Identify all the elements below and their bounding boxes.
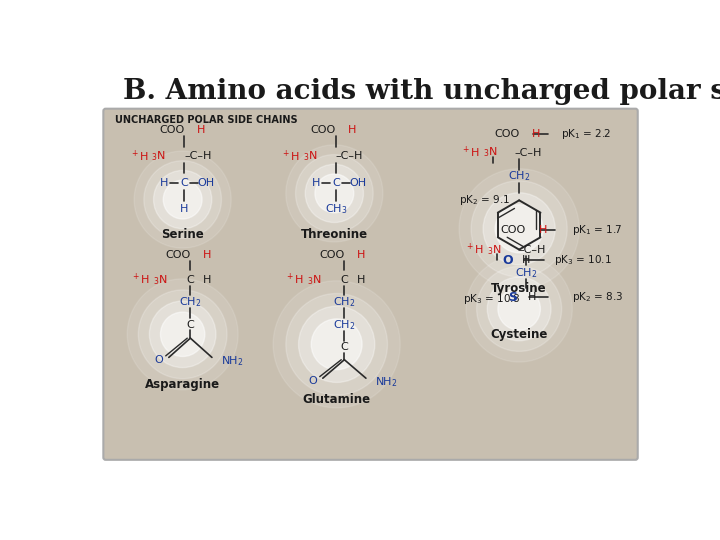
Text: H: H (180, 204, 189, 214)
Text: Tyrosine: Tyrosine (491, 281, 547, 295)
Circle shape (487, 277, 551, 341)
Text: COO: COO (501, 225, 526, 234)
Text: H: H (356, 250, 365, 260)
Text: CH$_2$: CH$_2$ (179, 295, 202, 309)
Circle shape (149, 301, 216, 368)
Text: H: H (197, 125, 205, 135)
Circle shape (127, 279, 238, 390)
Circle shape (498, 288, 541, 330)
Text: C: C (186, 275, 194, 285)
Text: $_3$N: $_3$N (303, 150, 318, 163)
Text: $^+$H: $^+$H (130, 149, 149, 164)
Text: H: H (312, 178, 320, 187)
Circle shape (134, 151, 231, 248)
Circle shape (459, 168, 579, 289)
Circle shape (315, 174, 354, 213)
Circle shape (471, 181, 567, 277)
Text: O: O (154, 355, 163, 365)
Text: $^+$H: $^+$H (285, 272, 305, 287)
Circle shape (295, 154, 373, 232)
Circle shape (299, 306, 375, 382)
Text: C: C (341, 275, 348, 285)
Text: C: C (180, 178, 188, 187)
Text: H: H (539, 225, 546, 234)
Text: $_3$N: $_3$N (487, 242, 501, 256)
Text: C: C (186, 320, 194, 330)
Text: COO: COO (165, 250, 190, 260)
Text: $^+$H: $^+$H (131, 272, 150, 287)
Text: H: H (160, 178, 168, 187)
Text: COO: COO (494, 129, 519, 139)
Text: OH: OH (197, 178, 215, 187)
Text: –C–H: –C–H (184, 151, 212, 161)
Text: B. Amino acids with uncharged polar side chains: B. Amino acids with uncharged polar side… (122, 78, 720, 105)
Circle shape (477, 266, 562, 352)
Text: C: C (332, 178, 340, 187)
Circle shape (286, 294, 387, 395)
Text: $_3$N: $_3$N (153, 273, 167, 287)
Circle shape (286, 145, 383, 242)
Text: Serine: Serine (161, 228, 204, 241)
Text: COO: COO (310, 125, 336, 135)
Text: $_3$N: $_3$N (483, 146, 498, 159)
Text: Glutamine: Glutamine (302, 393, 371, 406)
Text: pK$_1$ = 2.2: pK$_1$ = 2.2 (561, 127, 611, 141)
Circle shape (153, 171, 212, 228)
Text: NH$_2$: NH$_2$ (221, 354, 243, 368)
Circle shape (144, 161, 222, 238)
Text: H: H (522, 255, 531, 265)
Text: pK$_3$ = 10.8: pK$_3$ = 10.8 (463, 292, 521, 306)
Text: pK$_2$ = 8.3: pK$_2$ = 8.3 (572, 291, 623, 305)
Text: pK$_3$ = 10.1: pK$_3$ = 10.1 (554, 253, 611, 267)
Circle shape (311, 319, 362, 370)
Text: H: H (357, 275, 366, 285)
Text: COO: COO (159, 125, 184, 135)
Circle shape (273, 281, 400, 408)
Text: O: O (503, 254, 513, 267)
Text: O: O (308, 375, 317, 386)
Text: H: H (348, 125, 356, 135)
Text: CH$_2$: CH$_2$ (333, 318, 356, 332)
Text: C: C (341, 342, 348, 353)
Text: $_3$N: $_3$N (307, 273, 321, 287)
Text: –C–H: –C–H (336, 151, 364, 161)
Text: CH$_2$: CH$_2$ (508, 170, 531, 184)
Circle shape (138, 290, 227, 379)
Circle shape (163, 180, 202, 219)
Text: pK$_1$ = 1.7: pK$_1$ = 1.7 (572, 222, 623, 237)
Text: OH: OH (349, 178, 366, 187)
Text: H: H (528, 292, 536, 302)
Text: $^+$H: $^+$H (462, 145, 481, 160)
Text: –C–H: –C–H (518, 245, 546, 254)
Text: $^+$H: $^+$H (282, 149, 300, 164)
Text: NH$_2$: NH$_2$ (375, 375, 397, 389)
Text: $^+$H: $^+$H (465, 242, 485, 257)
Text: Cysteine: Cysteine (490, 328, 548, 341)
Text: H: H (203, 250, 211, 260)
Text: COO: COO (319, 250, 344, 260)
Text: UNCHARGED POLAR SIDE CHAINS: UNCHARGED POLAR SIDE CHAINS (115, 115, 297, 125)
Text: H: H (531, 129, 540, 139)
Text: H: H (203, 275, 212, 285)
Text: CH$_3$: CH$_3$ (325, 202, 347, 217)
Text: Asparagine: Asparagine (145, 378, 220, 391)
Circle shape (495, 205, 543, 253)
Circle shape (466, 256, 572, 362)
Circle shape (161, 312, 204, 356)
Circle shape (483, 193, 555, 265)
FancyBboxPatch shape (104, 109, 638, 460)
Text: Threonine: Threonine (301, 228, 368, 241)
Text: S: S (508, 291, 517, 304)
Text: CH$_2$: CH$_2$ (333, 295, 356, 309)
Text: CH$_2$: CH$_2$ (515, 266, 537, 280)
Circle shape (305, 164, 364, 222)
Text: pK$_2$ = 9.1: pK$_2$ = 9.1 (459, 193, 510, 207)
Text: $_3$N: $_3$N (151, 150, 166, 163)
Text: –C–H: –C–H (515, 147, 542, 158)
